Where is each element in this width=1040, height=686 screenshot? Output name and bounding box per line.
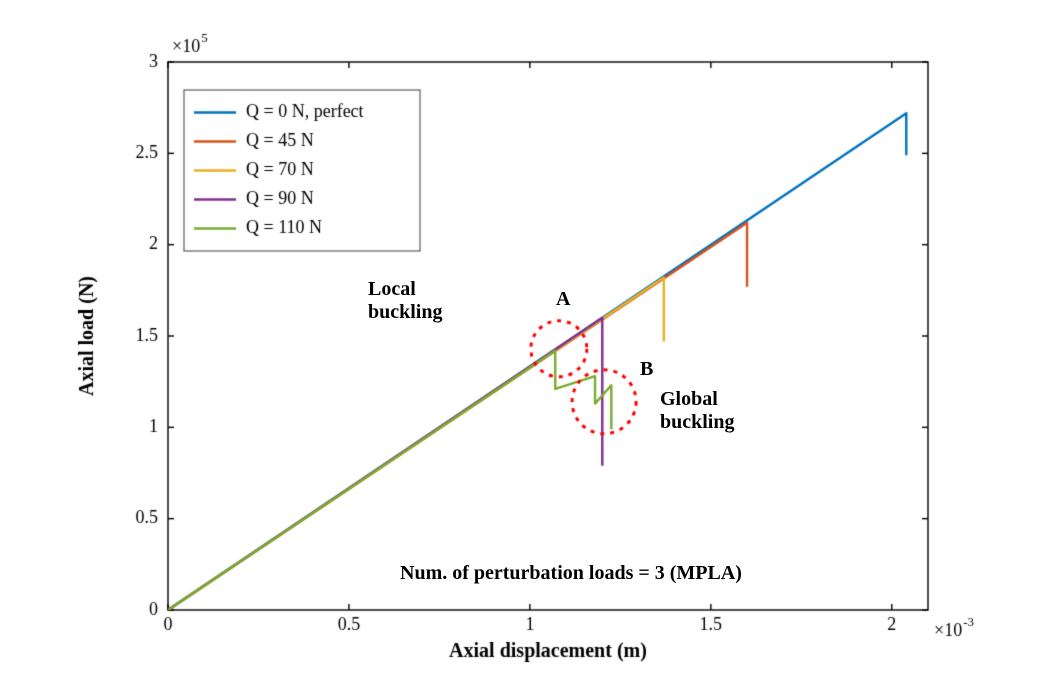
annotation-footer: Num. of perturbation loads = 3 (MPLA) (400, 562, 742, 585)
annotation-global-buckling: Global buckling (660, 388, 734, 434)
annotation-b-label: B (640, 358, 653, 381)
annotation-a-label: A (556, 288, 570, 311)
annotation-a-text: A (556, 288, 570, 310)
annotation-footer-text: Num. of perturbation loads = 3 (MPLA) (400, 562, 742, 584)
annotation-local-buckling: Local buckling (368, 278, 442, 324)
annotation-local-line1: Local (368, 278, 416, 300)
annotation-global-line2: buckling (660, 411, 734, 433)
annotation-local-line2: buckling (368, 301, 442, 323)
annotation-global-line1: Global (660, 388, 718, 410)
annotation-b-text: B (640, 358, 653, 380)
